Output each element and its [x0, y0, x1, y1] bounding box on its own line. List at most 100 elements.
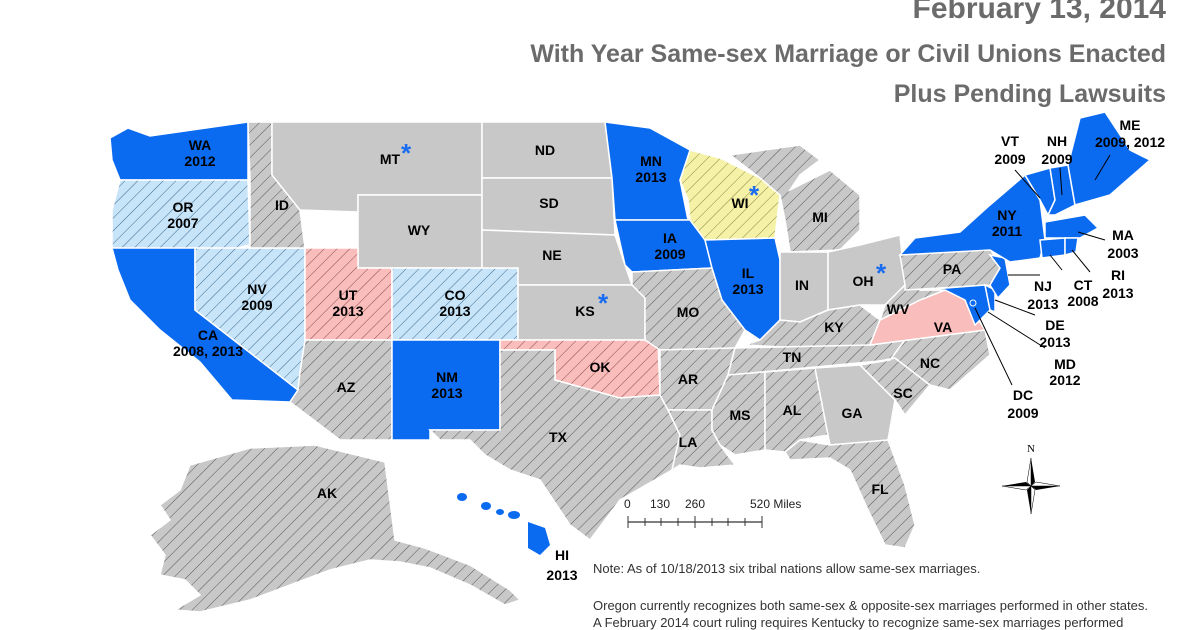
ks-pending-star: * [598, 288, 609, 318]
ct-year: 2008 [1067, 293, 1098, 309]
state-mi [728, 144, 861, 253]
state-ak [148, 444, 522, 613]
nm-year: 2013 [431, 385, 462, 401]
dc-label: DC [1013, 387, 1033, 403]
il-year: 2013 [732, 281, 763, 297]
mn-year: 2013 [635, 169, 666, 185]
ut-year: 2013 [332, 303, 363, 319]
nh-year: 2009 [1041, 151, 1072, 167]
nm-label: NM [436, 369, 458, 385]
ny-year: 2011 [992, 223, 1023, 239]
oh-pending-star: * [876, 258, 887, 288]
ca-label: CA [198, 327, 218, 343]
az-label: AZ [337, 379, 356, 395]
ne-label: NE [542, 247, 561, 263]
note-tribal-nations: Note: As of 10/18/2013 six tribal nation… [593, 561, 981, 576]
scale-tick-520: 520 Miles [750, 497, 801, 511]
map-title-line1: With Year Same-sex Marriage or Civil Uni… [530, 40, 1166, 68]
state-wa [109, 121, 249, 181]
ok-label: OK [590, 359, 611, 375]
nj-year: 2013 [1027, 296, 1058, 312]
nh-label: NH [1047, 133, 1067, 149]
ks-label: KS [575, 303, 594, 319]
ia-year: 2009 [654, 246, 685, 262]
ut-label: UT [339, 287, 358, 303]
wv-label: WV [887, 301, 910, 317]
leader-lines [974, 154, 1111, 386]
scale-tick-130: 130 [650, 497, 670, 511]
de-year: 2013 [1039, 334, 1070, 350]
ri-year: 2013 [1102, 285, 1133, 301]
or-year: 2007 [167, 215, 198, 231]
state-hi [457, 493, 550, 555]
scale-bar: 0 130 260 520 Miles [624, 497, 801, 528]
mn-label: MN [640, 153, 662, 169]
compass-north-label: N [1027, 443, 1035, 455]
vt-label: VT [1001, 133, 1019, 149]
ar-label: AR [678, 371, 698, 387]
nd-label: ND [535, 142, 555, 158]
va-label: VA [934, 319, 952, 335]
nc-label: NC [920, 355, 940, 371]
sd-label: SD [539, 195, 558, 211]
me-year: 2009, 2012 [1095, 134, 1165, 150]
al-label: AL [783, 402, 802, 418]
ca-year: 2008, 2013 [173, 343, 243, 359]
md-label: MD [1054, 356, 1076, 372]
state-ny [898, 173, 1046, 263]
fl-label: FL [871, 481, 889, 497]
compass-rose-icon: N [1001, 443, 1061, 515]
nv-year: 2009 [241, 297, 272, 313]
ct-label: CT [1074, 277, 1093, 293]
in-label: IN [795, 277, 809, 293]
state-ma [1044, 214, 1100, 239]
ny-label: NY [997, 207, 1017, 223]
ky-label: KY [824, 319, 844, 335]
scale-tick-0: 0 [624, 497, 631, 511]
id-label: ID [275, 197, 289, 213]
il-label: IL [742, 265, 755, 281]
vt-year: 2009 [994, 151, 1025, 167]
map-title-line2: Plus Pending Lawsuits [893, 80, 1166, 108]
state-ri [1064, 237, 1079, 256]
ma-label: MA [1112, 227, 1134, 243]
co-year: 2013 [439, 303, 470, 319]
state-nc [859, 329, 991, 391]
la-label: LA [679, 434, 698, 450]
or-label: OR [173, 199, 194, 215]
tx-label: TX [549, 429, 568, 445]
mo-label: MO [677, 304, 700, 320]
dc-marker [969, 299, 977, 307]
me-label: ME [1120, 117, 1141, 133]
md-year: 2012 [1049, 372, 1080, 388]
map-date-title: February 13, 2014 [912, 0, 1167, 25]
wi-label: WI [731, 195, 748, 211]
state-fl [784, 439, 916, 549]
ma-year: 2003 [1107, 245, 1138, 261]
ak-label: AK [317, 485, 337, 501]
note-kentucky: A February 2014 court ruling requires Ke… [593, 615, 1124, 630]
wi-pending-star: * [749, 180, 760, 210]
mi-label: MI [812, 209, 828, 225]
mt-label: MT [380, 151, 401, 167]
ga-label: GA [842, 405, 863, 421]
ms-label: MS [730, 407, 751, 423]
mt-pending-star: * [401, 138, 412, 168]
hi-year: 2013 [546, 567, 577, 583]
hi-label: HI [555, 547, 569, 563]
state-me [1067, 111, 1152, 206]
wa-label: WA [189, 137, 212, 153]
dc-year: 2009 [1007, 405, 1038, 421]
nv-label: NV [247, 281, 267, 297]
tn-label: TN [783, 349, 802, 365]
pa-label: PA [943, 261, 961, 277]
wy-label: WY [408, 222, 431, 238]
state-ct [1039, 237, 1066, 259]
co-label: CO [445, 287, 466, 303]
nj-label: NJ [1034, 278, 1052, 294]
sc-label: SC [893, 385, 912, 401]
oh-label: OH [853, 273, 874, 289]
wa-year: 2012 [184, 153, 215, 169]
note-oregon: Oregon currently recognizes both same-se… [593, 598, 1148, 613]
